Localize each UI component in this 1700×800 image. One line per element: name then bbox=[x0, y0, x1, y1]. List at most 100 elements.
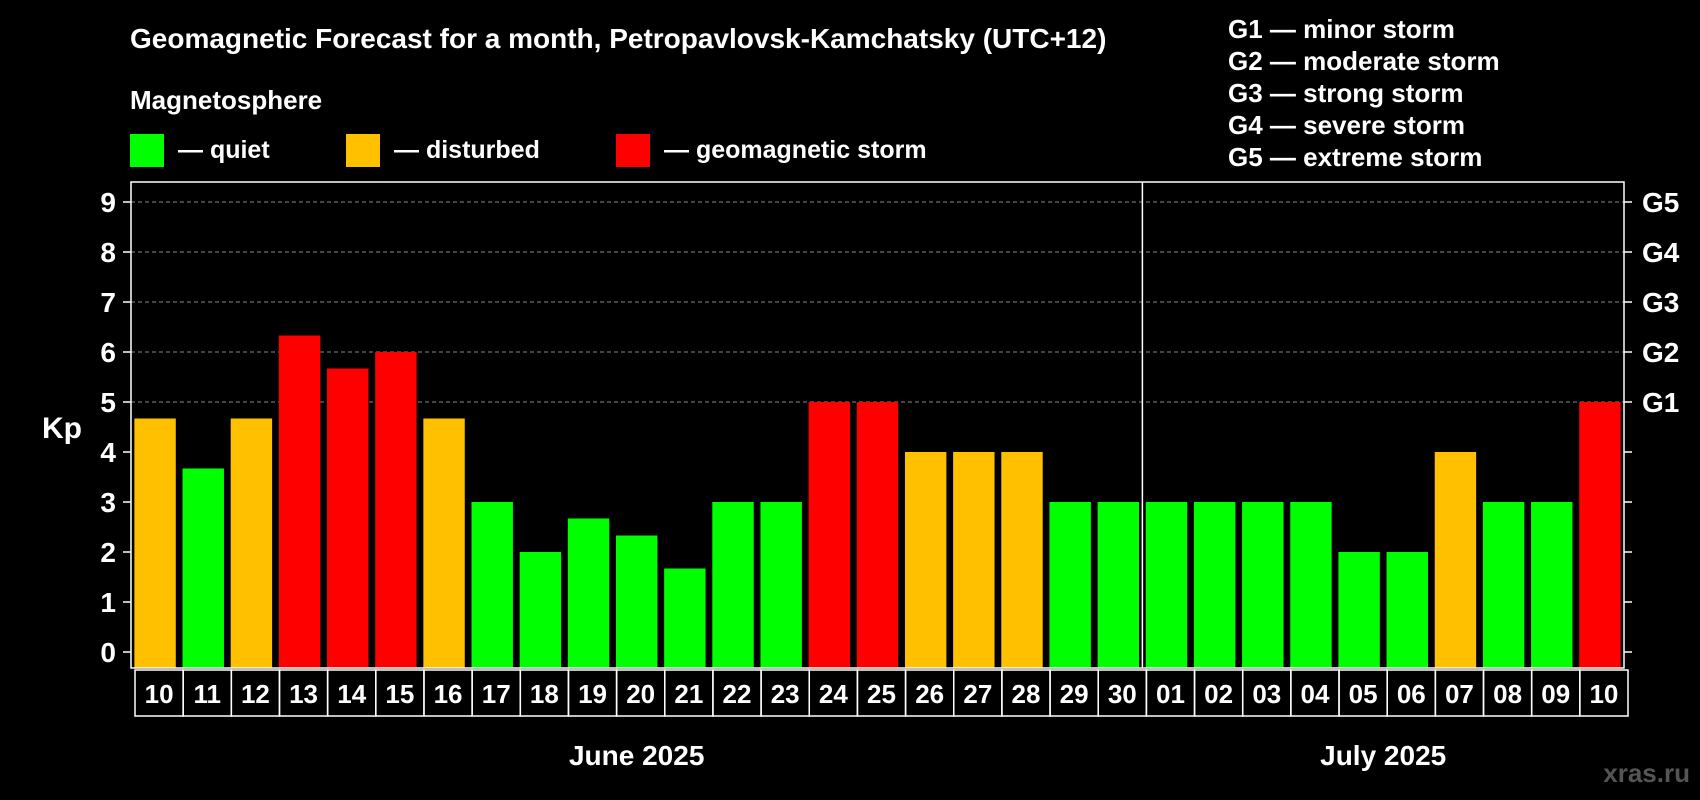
y-tick-label: 5 bbox=[100, 387, 116, 418]
date-label: 22 bbox=[723, 679, 752, 709]
storm-scale-item: G2 — moderate storm bbox=[1228, 46, 1500, 76]
date-label: 27 bbox=[963, 679, 992, 709]
date-cell bbox=[1579, 669, 1629, 717]
y-tick-label: 0 bbox=[100, 637, 116, 668]
legend-label-quiet: — quiet bbox=[178, 136, 270, 164]
date-label: 04 bbox=[1300, 679, 1329, 709]
bar-17 bbox=[953, 452, 995, 668]
legend-label-storm: — geomagnetic storm bbox=[664, 136, 927, 164]
bar-30 bbox=[1579, 402, 1621, 668]
y-tick-label: 7 bbox=[100, 287, 116, 318]
date-label: 13 bbox=[289, 679, 318, 709]
bars bbox=[134, 335, 1621, 668]
legend-label-disturbed: — disturbed bbox=[394, 136, 540, 164]
bar-20 bbox=[1097, 502, 1140, 668]
watermark: xras.ru bbox=[1603, 758, 1690, 788]
date-label: 28 bbox=[1012, 679, 1041, 709]
bar-7 bbox=[471, 502, 513, 668]
g-scale-label: G4 bbox=[1642, 237, 1680, 268]
bar-6 bbox=[423, 418, 465, 668]
date-label: 16 bbox=[434, 679, 463, 709]
bar-13 bbox=[760, 502, 802, 668]
date-label: 05 bbox=[1349, 679, 1378, 709]
y-tick-label: 9 bbox=[100, 187, 116, 218]
date-label: 19 bbox=[578, 679, 607, 709]
y-tick-label: 1 bbox=[100, 587, 116, 618]
date-label: 26 bbox=[915, 679, 944, 709]
g-scale-label: G3 bbox=[1642, 287, 1679, 318]
bar-25 bbox=[1338, 552, 1380, 668]
date-label: 24 bbox=[819, 679, 848, 709]
y-tick-label: 3 bbox=[100, 487, 116, 518]
legend-swatch-storm bbox=[616, 134, 650, 167]
legend-swatch-quiet bbox=[130, 134, 164, 167]
date-label: 12 bbox=[241, 679, 270, 709]
g-scale-axis: G1 G2 G3 G4 G5 bbox=[1624, 187, 1680, 653]
bar-8 bbox=[519, 552, 562, 668]
date-label: 29 bbox=[1060, 679, 1089, 709]
legend-title: Magnetosphere bbox=[130, 85, 322, 115]
storm-scale-item: G1 — minor storm bbox=[1228, 14, 1455, 44]
bar-18 bbox=[1001, 452, 1043, 668]
y-tick-label: 8 bbox=[100, 237, 116, 268]
date-label: 20 bbox=[626, 679, 655, 709]
date-label: 10 bbox=[1589, 679, 1618, 709]
legend: — quiet — disturbed — geomagnetic storm bbox=[130, 134, 927, 167]
bar-12 bbox=[712, 502, 754, 668]
date-label: 21 bbox=[674, 679, 703, 709]
y-tick-label: 6 bbox=[100, 337, 116, 368]
bar-24 bbox=[1290, 502, 1332, 668]
bar-15 bbox=[856, 402, 899, 668]
storm-scale-item: G3 — strong storm bbox=[1228, 78, 1463, 108]
date-label: 11 bbox=[193, 679, 221, 709]
date-label: 06 bbox=[1397, 679, 1426, 709]
axes bbox=[130, 181, 1625, 669]
date-axis: 10 11 12 13 14 15 16 17 18 19 20 21 22 23 24 25 26 27 28 29… bbox=[134, 669, 1629, 717]
date-label: 17 bbox=[482, 679, 511, 709]
chart-title: Geomagnetic Forecast for a month, Petrop… bbox=[130, 23, 1106, 54]
bar-14 bbox=[808, 402, 851, 668]
g-scale-label: G5 bbox=[1642, 187, 1679, 218]
date-label: 03 bbox=[1252, 679, 1281, 709]
date-label: 08 bbox=[1493, 679, 1522, 709]
date-label: 07 bbox=[1445, 679, 1474, 709]
date-label: 23 bbox=[771, 679, 800, 709]
g-scale-label: G2 bbox=[1642, 337, 1679, 368]
date-label: 01 bbox=[1156, 679, 1185, 709]
y-axis-label: Kp bbox=[42, 412, 82, 445]
bar-27 bbox=[1434, 452, 1477, 668]
date-label: 10 bbox=[145, 679, 174, 709]
g-scale-label: G1 bbox=[1642, 387, 1679, 418]
bar-21 bbox=[1145, 502, 1188, 668]
bar-22 bbox=[1193, 502, 1236, 668]
date-label: 14 bbox=[337, 679, 366, 709]
bar-29 bbox=[1531, 502, 1573, 668]
bar-1 bbox=[182, 468, 224, 668]
date-label: 30 bbox=[1108, 679, 1137, 709]
bar-26 bbox=[1386, 552, 1428, 668]
date-label: 18 bbox=[530, 679, 559, 709]
bar-3 bbox=[278, 335, 321, 668]
month-label: June 2025 bbox=[569, 740, 704, 771]
date-label: 09 bbox=[1541, 679, 1570, 709]
y-tick-label: 4 bbox=[100, 437, 116, 468]
bar-16 bbox=[904, 452, 947, 668]
bar-9 bbox=[567, 518, 610, 668]
bar-28 bbox=[1482, 502, 1525, 668]
storm-scale-item: G4 — severe storm bbox=[1228, 110, 1465, 140]
storm-scale-item: G5 — extreme storm bbox=[1228, 142, 1482, 172]
bar-0 bbox=[134, 418, 176, 668]
bar-2 bbox=[230, 418, 273, 668]
date-label: 02 bbox=[1204, 679, 1233, 709]
y-tick-label: 2 bbox=[100, 537, 116, 568]
date-label: 25 bbox=[867, 679, 896, 709]
bar-23 bbox=[1242, 502, 1284, 668]
date-label: 15 bbox=[385, 679, 414, 709]
bar-5 bbox=[375, 352, 417, 668]
legend-swatch-disturbed bbox=[346, 134, 380, 167]
plot-frame bbox=[130, 181, 1625, 669]
bar-10 bbox=[615, 535, 658, 668]
bar-4 bbox=[327, 368, 369, 668]
